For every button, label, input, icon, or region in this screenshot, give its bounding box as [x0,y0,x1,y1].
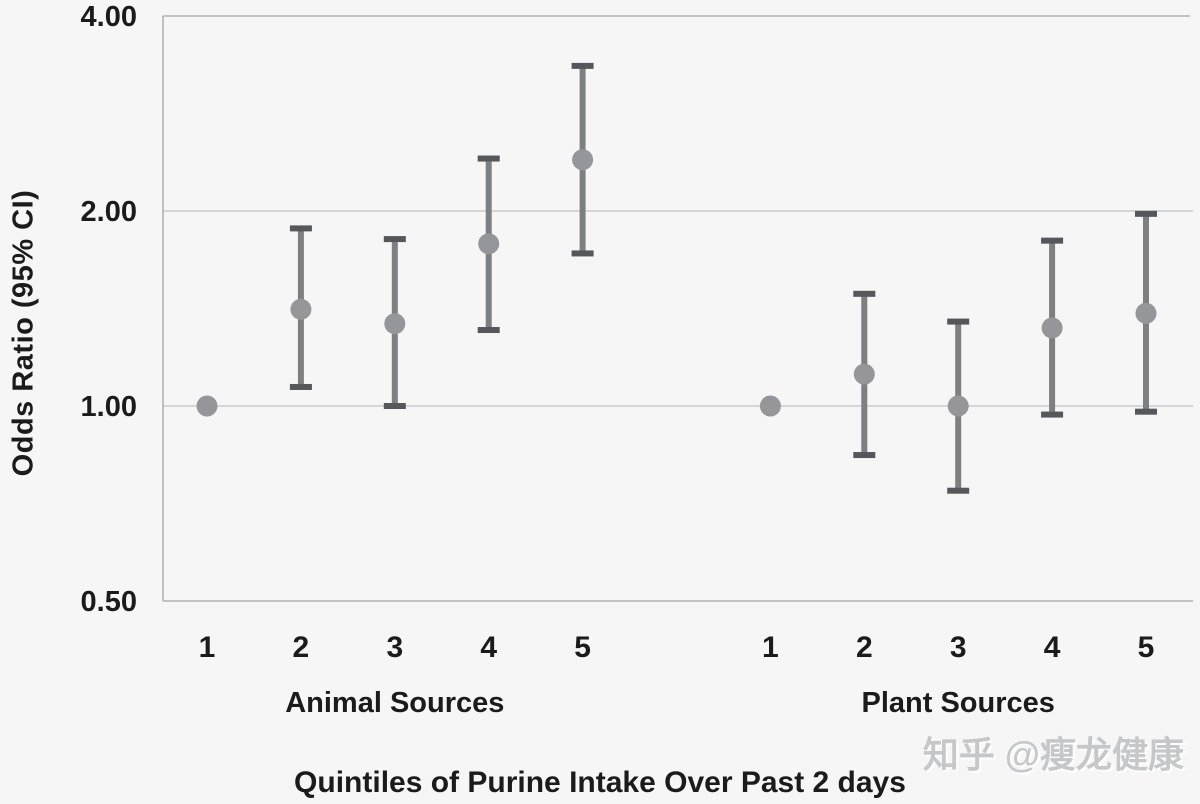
error-bar-cap-low [1041,411,1064,418]
error-bar-cap-low [571,250,594,257]
watermark: 知乎 @瘦龙健康 [922,734,1184,775]
y-tick-label: 4.00 [81,1,137,33]
error-bar-cap-high [571,62,594,69]
error-bar-cap-low [1135,408,1157,415]
y-tick-label: 0.50 [81,586,137,618]
x-tick-label: 5 [1138,631,1155,664]
x-tick-label: 2 [293,631,310,664]
error-bar-cap-low [477,327,500,334]
y-axis-title: Odds Ratio (95% CI) [7,189,40,477]
data-point-dot [947,395,969,417]
group-label: Animal Sources [285,687,504,719]
data-point-dot [759,395,781,417]
data-point-dot [290,298,312,320]
error-bar-cap-high [853,290,876,297]
error-bar-cap-low [289,383,312,390]
y-tick-label: 2.00 [81,196,137,228]
y-tick-label: 1.00 [81,391,137,423]
x-tick-label: 4 [480,631,497,664]
x-tick-label: 5 [574,631,591,664]
error-bar-cap-high [947,318,970,325]
error-bar-cap-high [1041,237,1064,244]
error-bar-cap-high [477,155,500,162]
data-point-dot [1041,317,1063,339]
data-point-dot [196,395,218,417]
group-label: Plant Sources [861,687,1054,719]
error-bar-cap-low [853,452,876,459]
data-point-dot [853,363,875,385]
error-bar-cap-high [1135,210,1157,217]
x-tick-label: 2 [856,631,873,664]
x-tick-label: 3 [386,631,403,664]
x-axis-title: Quintiles of Purine Intake Over Past 2 d… [294,766,906,799]
error-bar-cap-low [947,487,970,494]
x-tick-label: 3 [950,631,967,664]
error-bar-cap-high [383,236,406,243]
data-point-dot [572,149,594,171]
data-point-dot [1135,302,1157,324]
x-tick-label: 1 [762,631,779,664]
error-bar-cap-high [289,225,312,232]
x-tick-label: 4 [1044,631,1061,664]
error-bar-cap-low [383,403,406,409]
data-point-dot [478,233,500,255]
data-point-dot [384,313,406,335]
x-tick-label: 1 [199,631,216,664]
